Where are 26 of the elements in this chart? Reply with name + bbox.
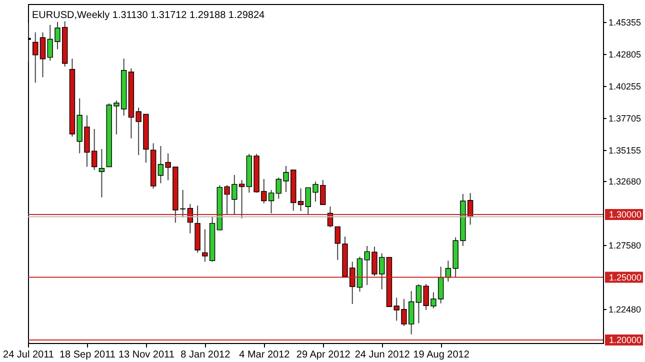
ref-line-label: 1.25000 [609,272,642,282]
y-tick-label: 1.32680 [608,176,642,186]
y-tick-label: 1.45355 [608,17,642,28]
x-tick-label: 19 Aug 2012 [413,350,470,360]
candlestick [334,226,340,260]
x-tick-label: 13 Nov 2011 [118,350,175,360]
x-tick-label: 18 Sep 2011 [59,350,116,360]
candlestick [40,32,46,78]
y-tick-label: 1.42805 [608,49,642,60]
text: EURUSD,Weekly 1.31130 1.31712 1.29188 1.29824 [32,10,266,21]
candlestick [268,189,274,214]
ref-line-label: 1.30000 [609,210,642,220]
candlestick [32,32,38,84]
y-tick-label: 1.27580 [608,240,642,250]
x-tick-label: 24 Jun 2012 [354,350,410,360]
y-tick-label: 1.22480 [608,304,642,314]
candlestick [98,148,105,198]
x-tick-label: 4 Mar 2012 [239,350,290,360]
y-tick-label: 1.35155 [608,145,642,156]
candlestick [298,188,304,212]
y-tick-label: 1.40255 [608,81,642,92]
x-tick-label: 8 Jan 2012 [180,350,231,360]
y-tick-label: 1.37705 [608,113,642,124]
ref-line-label: 1.20000 [609,334,642,345]
x-tick-label: 24 Jul 2011 [3,350,54,360]
x-tick-label: 29 Apr 2012 [296,350,351,360]
